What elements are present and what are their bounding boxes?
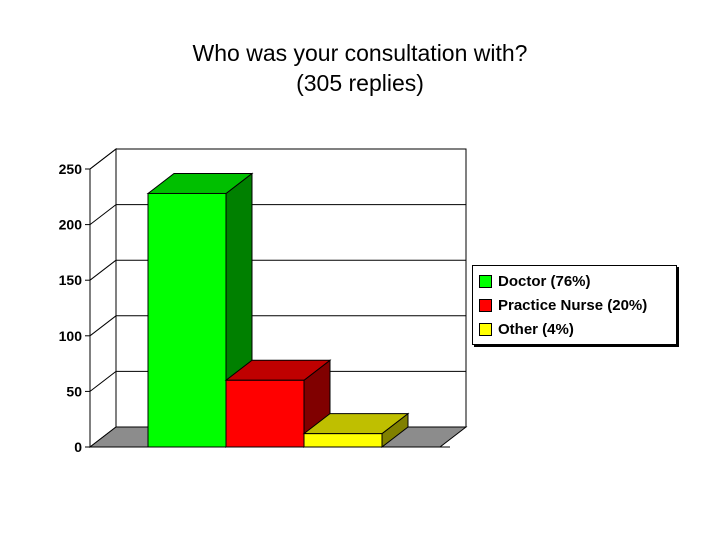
- legend-label: Practice Nurse (20%): [498, 296, 648, 314]
- chart-title: Who was your consultation with? (305 rep…: [0, 38, 720, 98]
- bar-front: [147, 192, 227, 448]
- bar-0: [146, 172, 254, 449]
- gridline-side: [89, 371, 117, 392]
- gridline-side: [89, 259, 117, 281]
- side-wall: [89, 147, 117, 449]
- legend: Doctor (76%) Practice Nurse (20%) Other (4…: [472, 265, 677, 345]
- legend-item: Practice Nurse (20%): [479, 293, 670, 317]
- legend-swatch: [479, 274, 492, 288]
- y-tick-label: 0: [74, 439, 82, 455]
- y-tick-label: 150: [59, 272, 83, 288]
- gridline-side: [89, 148, 117, 170]
- legend-swatch: [479, 322, 492, 336]
- legend-label: Doctor (76%): [498, 272, 591, 290]
- y-tick-label: 100: [59, 328, 83, 344]
- bar-front: [303, 433, 383, 448]
- chart-title-text: Who was your consultation with?: [192, 40, 528, 66]
- bar-2: [302, 412, 410, 449]
- legend-item: Doctor (76%): [479, 269, 670, 293]
- gridline-side: [89, 204, 117, 225]
- bar-front: [225, 379, 305, 448]
- y-tick-label: 50: [66, 383, 82, 399]
- legend-item: Other (4%): [479, 317, 670, 341]
- bars: [146, 172, 410, 449]
- y-tick-label: 200: [59, 217, 83, 233]
- y-tick-label: 250: [59, 161, 83, 177]
- gridline-side: [89, 315, 117, 337]
- legend-swatch: [479, 298, 492, 312]
- legend-label: Other (4%): [498, 320, 574, 338]
- y-axis: 0 50 100 150 200 250: [59, 161, 91, 455]
- chart-subtitle-text: (305 replies): [296, 70, 424, 96]
